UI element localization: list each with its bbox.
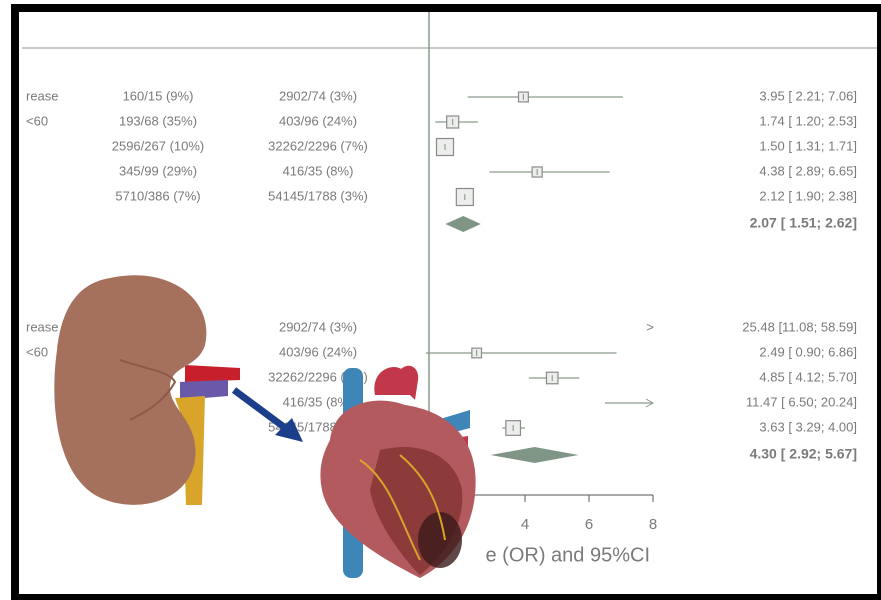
- events-control: 403/96 (24%): [279, 344, 357, 359]
- row-label: rease: [26, 88, 59, 103]
- off-scale-marker: >: [646, 319, 654, 334]
- row-label: rease: [26, 319, 59, 334]
- x-tick-label: 4: [521, 516, 529, 533]
- or-ci-label: 2.12 [ 1.90; 2.38]: [759, 188, 857, 203]
- or-ci-label: 1.74 [ 1.20; 2.53]: [759, 113, 857, 128]
- events-control: 2902/74 (3%): [279, 319, 357, 334]
- x-axis-label: e (OR) and 95%CI: [485, 544, 650, 566]
- kidney-illustration: [54, 275, 240, 505]
- events-control: 54145/1788 (3%): [268, 188, 368, 203]
- summary-label: 4.30 [ 2.92; 5.67]: [750, 446, 857, 462]
- summary-diamond: [490, 447, 579, 463]
- or-ci-label: 2.49 [ 0.90; 6.86]: [759, 344, 857, 359]
- or-ci-label: 4.85 [ 4.12; 5.70]: [759, 369, 857, 384]
- arrow: [231, 387, 303, 442]
- events-control: 32262/2296 (7%): [268, 138, 368, 153]
- x-tick-label: 8: [649, 516, 657, 533]
- events-exposed: 345/99 (29%): [119, 163, 197, 178]
- or-ci-label: 11.47 [ 6.50; 20.24]: [746, 394, 857, 409]
- frame: [11, 4, 881, 600]
- heart-illustration: [320, 365, 476, 578]
- row-label: <60: [26, 113, 48, 128]
- summary-diamond: [445, 216, 481, 232]
- events-control: 416/35 (8%): [283, 163, 354, 178]
- events-control: 32262/2296 (7%): [268, 369, 368, 384]
- or-ci-label: 3.95 [ 2.21; 7.06]: [759, 88, 857, 103]
- or-ci-label: 25.48 [11.08; 58.59]: [742, 319, 857, 334]
- or-ci-label: 3.63 [ 3.29; 4.00]: [759, 419, 857, 434]
- or-ci-label: 1.50 [ 1.31; 1.71]: [759, 138, 857, 153]
- ci-arrow: [645, 398, 655, 408]
- events-control: 403/96 (24%): [279, 113, 357, 128]
- events-exposed: 2596/267 (10%): [112, 138, 205, 153]
- or-ci-label: 4.38 [ 2.89; 6.65]: [759, 163, 857, 178]
- events-control: 416/35 (8%): [283, 394, 354, 409]
- forest-plot: 4 6 8 e (OR) and 95%CI rease 160/15 (9%) 2902/…: [22, 12, 878, 566]
- events-exposed: 5710/386 (7%): [115, 188, 200, 203]
- events-control: 2902/74 (3%): [279, 88, 357, 103]
- events-exposed: 193/68 (35%): [119, 113, 197, 128]
- x-tick-label: 6: [585, 516, 593, 533]
- events-exposed: 160/15 (9%): [123, 88, 194, 103]
- summary-label: 2.07 [ 1.51; 2.62]: [750, 215, 857, 231]
- row-label: <60: [26, 344, 48, 359]
